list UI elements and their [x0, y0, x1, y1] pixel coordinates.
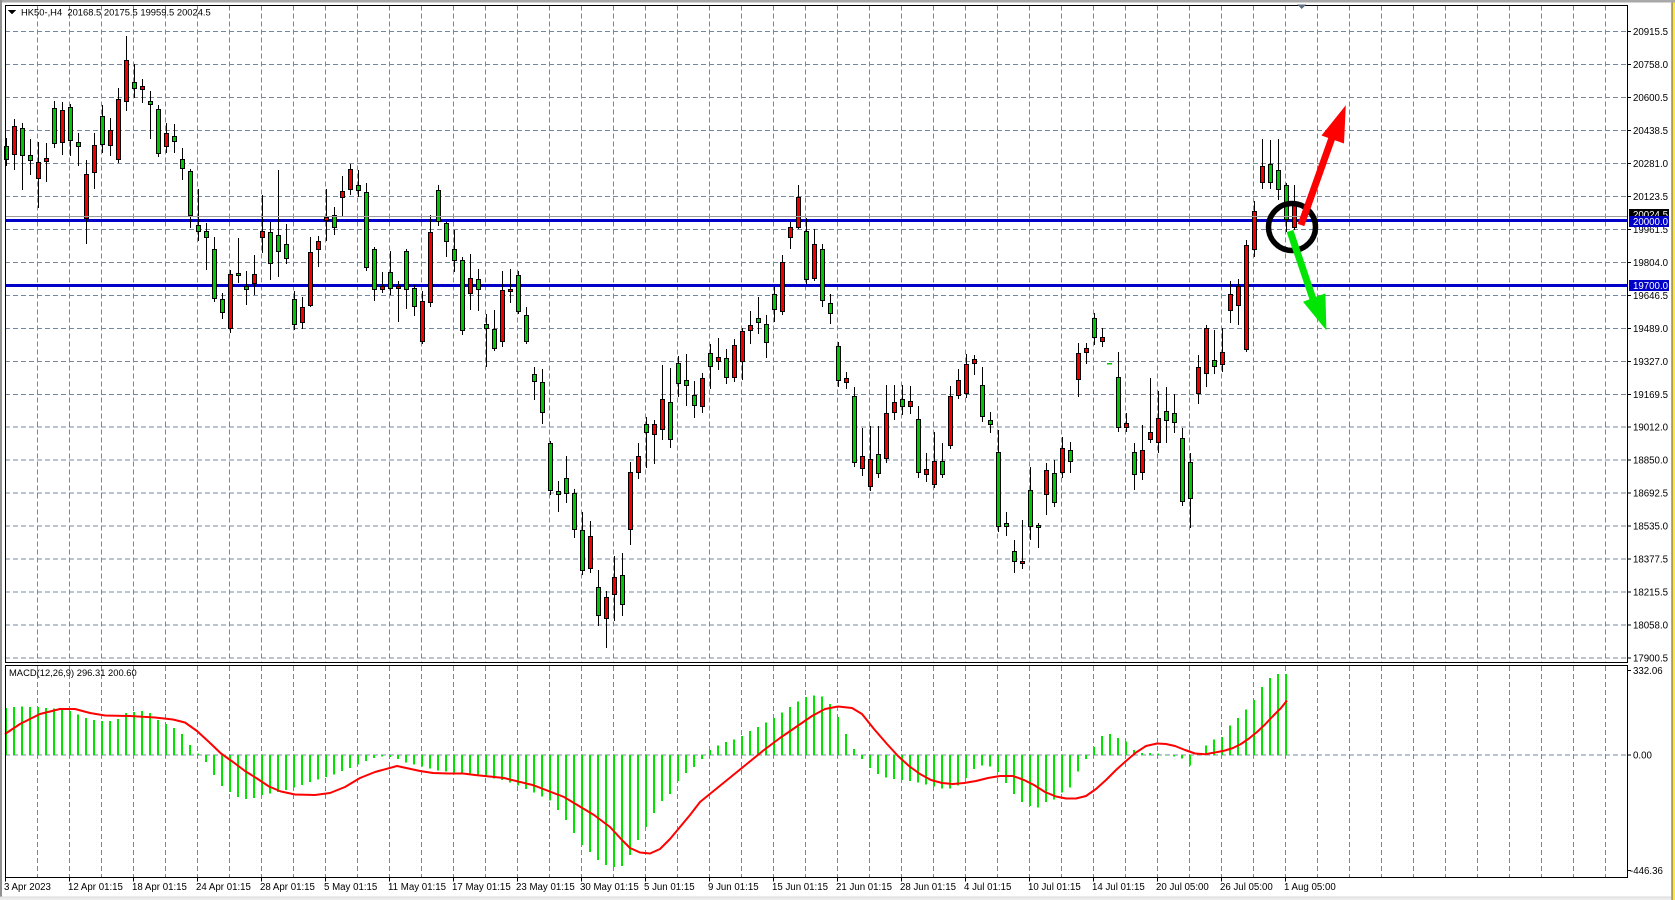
svg-text:17 May 01:15: 17 May 01:15	[452, 882, 511, 893]
svg-text:24 Apr 01:15: 24 Apr 01:15	[196, 882, 251, 893]
svg-text:4 Jul 01:15: 4 Jul 01:15	[964, 882, 1011, 893]
svg-text:14 Jul 01:15: 14 Jul 01:15	[1092, 882, 1145, 893]
svg-text:17900.5: 17900.5	[1633, 654, 1668, 665]
svg-text:12 Apr 01:15: 12 Apr 01:15	[68, 882, 123, 893]
svg-text:19012.0: 19012.0	[1633, 423, 1669, 434]
svg-text:-446.36: -446.36	[1630, 866, 1663, 877]
svg-text:0.00: 0.00	[1633, 751, 1652, 762]
svg-text:20438.5: 20438.5	[1633, 126, 1668, 137]
svg-text:26 Jul 05:00: 26 Jul 05:00	[1220, 882, 1273, 893]
svg-text:HK50-,H4 20168.5 20175.5 1995: HK50-,H4 20168.5 20175.5 19959.5 20024.5	[21, 7, 211, 18]
svg-text:MACD(12,26,9) 296.31 200.60: MACD(12,26,9) 296.31 200.60	[9, 667, 137, 678]
svg-text:21 Jun 01:15: 21 Jun 01:15	[836, 882, 892, 893]
svg-text:20758.0: 20758.0	[1633, 60, 1669, 71]
svg-text:19327.0: 19327.0	[1633, 357, 1669, 368]
svg-text:19169.5: 19169.5	[1633, 390, 1668, 401]
svg-text:5 Jun 01:15: 5 Jun 01:15	[644, 882, 695, 893]
svg-text:19700.0: 19700.0	[1633, 281, 1669, 292]
svg-text:15 Jun 01:15: 15 Jun 01:15	[772, 882, 828, 893]
svg-text:18 Apr 01:15: 18 Apr 01:15	[132, 882, 187, 893]
svg-text:20024.5: 20024.5	[1633, 210, 1668, 221]
svg-text:19489.0: 19489.0	[1633, 324, 1669, 335]
svg-text:10 Jul 01:15: 10 Jul 01:15	[1028, 882, 1081, 893]
svg-text:11 May 01:15: 11 May 01:15	[388, 882, 446, 893]
svg-text:18377.5: 18377.5	[1633, 555, 1668, 566]
svg-text:28 Apr 01:15: 28 Apr 01:15	[260, 882, 315, 893]
svg-text:20915.5: 20915.5	[1633, 27, 1668, 38]
svg-text:18058.0: 18058.0	[1633, 621, 1669, 632]
svg-text:19646.5: 19646.5	[1633, 291, 1668, 302]
svg-text:20281.0: 20281.0	[1633, 159, 1669, 170]
svg-text:23 May 01:15: 23 May 01:15	[516, 882, 575, 893]
svg-text:30 May 01:15: 30 May 01:15	[580, 882, 639, 893]
svg-text:18850.0: 18850.0	[1633, 456, 1669, 467]
svg-text:20600.5: 20600.5	[1633, 93, 1668, 104]
svg-text:5 May 01:15: 5 May 01:15	[324, 882, 377, 893]
svg-text:20 Jul 05:00: 20 Jul 05:00	[1156, 882, 1209, 893]
svg-text:3 Apr 2023: 3 Apr 2023	[4, 882, 51, 893]
svg-text:9 Jun 01:15: 9 Jun 01:15	[708, 882, 759, 893]
svg-text:18535.0: 18535.0	[1633, 522, 1669, 533]
svg-text:1 Aug 05:00: 1 Aug 05:00	[1284, 882, 1336, 893]
svg-text:18215.5: 18215.5	[1633, 588, 1668, 599]
svg-text:20123.5: 20123.5	[1633, 192, 1668, 203]
svg-text:332.06: 332.06	[1633, 666, 1663, 677]
svg-text:19961.5: 19961.5	[1633, 225, 1668, 236]
svg-text:19804.0: 19804.0	[1633, 258, 1669, 269]
svg-text:18692.5: 18692.5	[1633, 489, 1668, 500]
svg-text:28 Jun 01:15: 28 Jun 01:15	[900, 882, 956, 893]
svg-text:20000.0: 20000.0	[1633, 217, 1669, 228]
